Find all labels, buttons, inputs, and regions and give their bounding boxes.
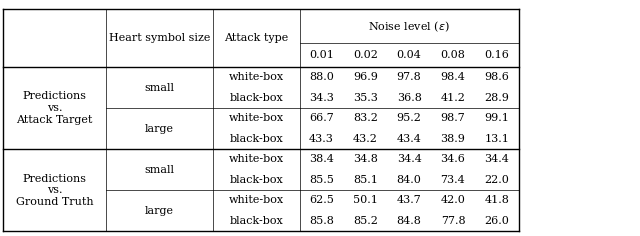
Text: Predictions
vs.
Attack Target: Predictions vs. Attack Target: [16, 92, 93, 125]
Text: black-box: black-box: [230, 134, 283, 144]
Text: white-box: white-box: [228, 72, 284, 82]
Text: 88.0: 88.0: [309, 72, 334, 82]
Text: 62.5: 62.5: [309, 195, 334, 206]
Text: 34.4: 34.4: [397, 154, 422, 164]
Text: 84.8: 84.8: [397, 216, 422, 226]
Text: 85.8: 85.8: [309, 216, 334, 226]
Text: 50.1: 50.1: [353, 195, 378, 206]
Text: black-box: black-box: [230, 175, 283, 185]
Text: 0.02: 0.02: [353, 50, 378, 60]
Text: 0.01: 0.01: [309, 50, 334, 60]
Text: 95.2: 95.2: [397, 113, 422, 123]
Text: 41.2: 41.2: [440, 93, 465, 103]
Text: 13.1: 13.1: [484, 134, 509, 144]
Text: 96.9: 96.9: [353, 72, 378, 82]
Text: 43.7: 43.7: [397, 195, 422, 206]
Text: 22.0: 22.0: [484, 175, 509, 185]
Text: 98.4: 98.4: [440, 72, 465, 82]
Text: black-box: black-box: [230, 93, 283, 103]
Text: 36.8: 36.8: [397, 93, 422, 103]
Text: Attack type: Attack type: [224, 33, 289, 43]
Text: 85.1: 85.1: [353, 175, 378, 185]
Text: white-box: white-box: [228, 113, 284, 123]
Text: 34.6: 34.6: [440, 154, 465, 164]
Text: 34.8: 34.8: [353, 154, 378, 164]
Text: 83.2: 83.2: [353, 113, 378, 123]
Text: 34.3: 34.3: [309, 93, 334, 103]
Text: 43.4: 43.4: [397, 134, 422, 144]
Text: 98.7: 98.7: [440, 113, 465, 123]
Text: Heart symbol size: Heart symbol size: [109, 33, 210, 43]
Text: 34.4: 34.4: [484, 154, 509, 164]
Text: 73.4: 73.4: [440, 175, 465, 185]
Text: 98.6: 98.6: [484, 72, 509, 82]
Text: 97.8: 97.8: [397, 72, 422, 82]
Text: 0.04: 0.04: [397, 50, 422, 60]
Text: 99.1: 99.1: [484, 113, 509, 123]
Text: 41.8: 41.8: [484, 195, 509, 206]
Text: 77.8: 77.8: [441, 216, 465, 226]
Text: 0.08: 0.08: [440, 50, 465, 60]
Text: Predictions
vs.
Ground Truth: Predictions vs. Ground Truth: [15, 174, 93, 207]
Text: large: large: [145, 206, 174, 216]
Text: Noise level ($\epsilon$): Noise level ($\epsilon$): [368, 19, 450, 34]
Text: white-box: white-box: [228, 195, 284, 206]
Text: 28.9: 28.9: [484, 93, 509, 103]
Text: 42.0: 42.0: [440, 195, 465, 206]
Text: 26.0: 26.0: [484, 216, 509, 226]
Text: 35.3: 35.3: [353, 93, 378, 103]
Text: 43.3: 43.3: [309, 134, 334, 144]
Text: 38.9: 38.9: [440, 134, 465, 144]
Text: white-box: white-box: [228, 154, 284, 164]
Text: 85.2: 85.2: [353, 216, 378, 226]
Text: small: small: [145, 165, 174, 175]
Text: small: small: [145, 83, 174, 93]
Text: 0.16: 0.16: [484, 50, 509, 60]
Text: 84.0: 84.0: [397, 175, 422, 185]
Text: 66.7: 66.7: [309, 113, 334, 123]
Text: large: large: [145, 124, 174, 134]
Text: 38.4: 38.4: [309, 154, 334, 164]
Text: 43.2: 43.2: [353, 134, 378, 144]
Text: 85.5: 85.5: [309, 175, 334, 185]
Text: black-box: black-box: [230, 216, 283, 226]
